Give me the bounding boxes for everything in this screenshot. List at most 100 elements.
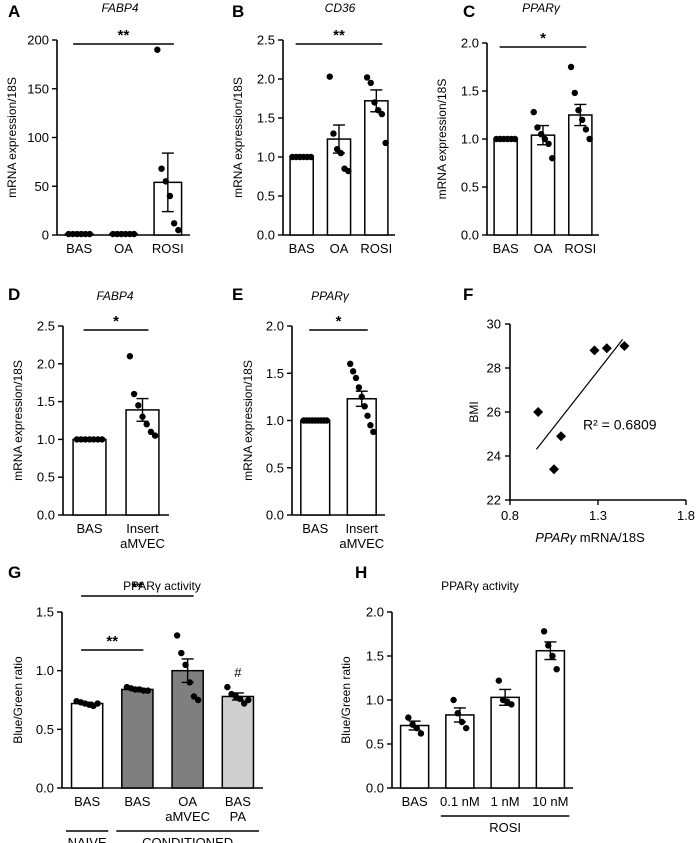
data-point	[175, 226, 182, 234]
y-tick-label: 0.5	[266, 460, 284, 475]
data-point	[126, 353, 134, 360]
data-point	[240, 700, 248, 707]
group-label: ROSI	[489, 820, 521, 835]
y-tick-label: 1.5	[266, 366, 284, 381]
x-tick-label: 1.8	[677, 508, 695, 523]
data-point	[541, 135, 549, 143]
data-point	[194, 696, 202, 704]
significance-marker: **	[132, 579, 144, 596]
x-tick-label: 1 nM	[491, 794, 520, 809]
data-point	[556, 431, 567, 442]
significance-marker: **	[333, 27, 345, 44]
x-tick-label: 0.8	[501, 508, 519, 523]
data-point	[586, 135, 593, 143]
data-point	[549, 155, 556, 162]
data-point	[352, 374, 360, 382]
data-point	[511, 135, 519, 143]
y-tick-label: 24	[487, 449, 501, 464]
x-tick-label: Insert	[345, 521, 378, 536]
y-tick-label: 100	[27, 130, 49, 145]
significance-marker: **	[118, 27, 130, 44]
y-tick-label: 1.5	[461, 84, 479, 99]
bar	[568, 114, 593, 236]
x-tick-label: BAS	[289, 241, 315, 256]
y-tick-label: 1.0	[257, 150, 275, 165]
panel-e: E PPARγ mRNA expression/18S 0.0 0.5 1.0 1.5 2.0…	[232, 285, 385, 551]
bar	[364, 100, 389, 236]
y-tick-label: 2.0	[461, 36, 479, 51]
panel-title: PPARγ activity	[123, 579, 201, 593]
y-tick-label: 0.5	[37, 470, 55, 485]
data-point	[345, 167, 352, 175]
data-point	[337, 149, 345, 157]
bar	[535, 649, 566, 789]
data-point	[582, 126, 590, 133]
bar	[125, 409, 160, 516]
x-tick-label: BAS	[402, 794, 428, 809]
data-point	[545, 642, 552, 649]
panel-letter: F	[463, 285, 473, 304]
x-tick-label: 1.3	[589, 508, 607, 523]
data-point	[540, 628, 548, 635]
y-tick-label: 26	[487, 405, 501, 420]
y-tick-label: 1.5	[37, 394, 55, 409]
bar	[289, 156, 314, 236]
data-point	[545, 140, 552, 147]
data-point	[567, 63, 575, 71]
panel-c: C PPARγ mRNA expression/18S 0.0 0.5 1.0 1.5 2.0…	[435, 1, 599, 256]
x-axis-label-gene: PPARγ	[535, 530, 577, 545]
x-tick-label: BAS	[225, 794, 251, 809]
data-point	[154, 46, 161, 53]
panel-letter: A	[8, 2, 20, 21]
x-tick-label: PA	[230, 809, 247, 824]
data-point	[534, 124, 541, 131]
y-tick-label: 0.0	[257, 228, 275, 243]
panel-title: PPARγ	[311, 289, 350, 303]
bar	[221, 695, 255, 789]
y-tick-label: 2.5	[37, 319, 55, 334]
x-tick-label: BAS	[493, 241, 519, 256]
data-point	[450, 696, 457, 704]
data-point	[182, 661, 189, 668]
trendline	[535, 339, 624, 450]
data-point	[367, 422, 374, 429]
data-point	[409, 721, 416, 728]
y-axis-label: mRNA expression/18S	[5, 77, 19, 198]
panel-title: PPARγ	[522, 1, 561, 15]
x-tick-label: ROSI	[152, 241, 184, 256]
x-tick-label: Insert	[126, 521, 159, 536]
data-point	[378, 110, 386, 118]
data-point	[236, 695, 244, 703]
y-tick-label: 1.5	[366, 649, 384, 664]
panel-letter: E	[232, 285, 243, 304]
bar	[399, 724, 430, 789]
bar	[490, 696, 520, 789]
bar	[493, 138, 518, 236]
hash-marker: #	[234, 665, 242, 680]
x-tick-label: aMVEC	[165, 809, 210, 824]
r-squared-annotation: R² = 0.6809	[583, 417, 657, 433]
y-axis-label: BMI	[467, 401, 481, 422]
data-point	[458, 718, 466, 726]
bar	[70, 702, 104, 789]
data-point	[495, 677, 503, 684]
y-axis-label: Blue/Green ratio	[11, 656, 25, 744]
y-tick-label: 150	[27, 81, 49, 96]
data-point	[245, 696, 252, 704]
data-point	[361, 403, 368, 410]
data-point	[549, 652, 556, 660]
x-tick-label: OA	[534, 241, 553, 256]
data-point	[190, 693, 198, 700]
x-tick-label: OA	[330, 241, 349, 256]
data-point	[537, 131, 545, 138]
bar	[72, 438, 107, 516]
data-point	[549, 464, 559, 475]
y-tick-label: 1.0	[37, 432, 55, 447]
data-point	[405, 714, 412, 721]
data-point	[330, 130, 337, 137]
y-tick-label: 0.0	[36, 781, 54, 796]
data-point	[367, 79, 374, 87]
y-tick-label: 0	[42, 228, 49, 243]
data-point	[86, 230, 93, 238]
